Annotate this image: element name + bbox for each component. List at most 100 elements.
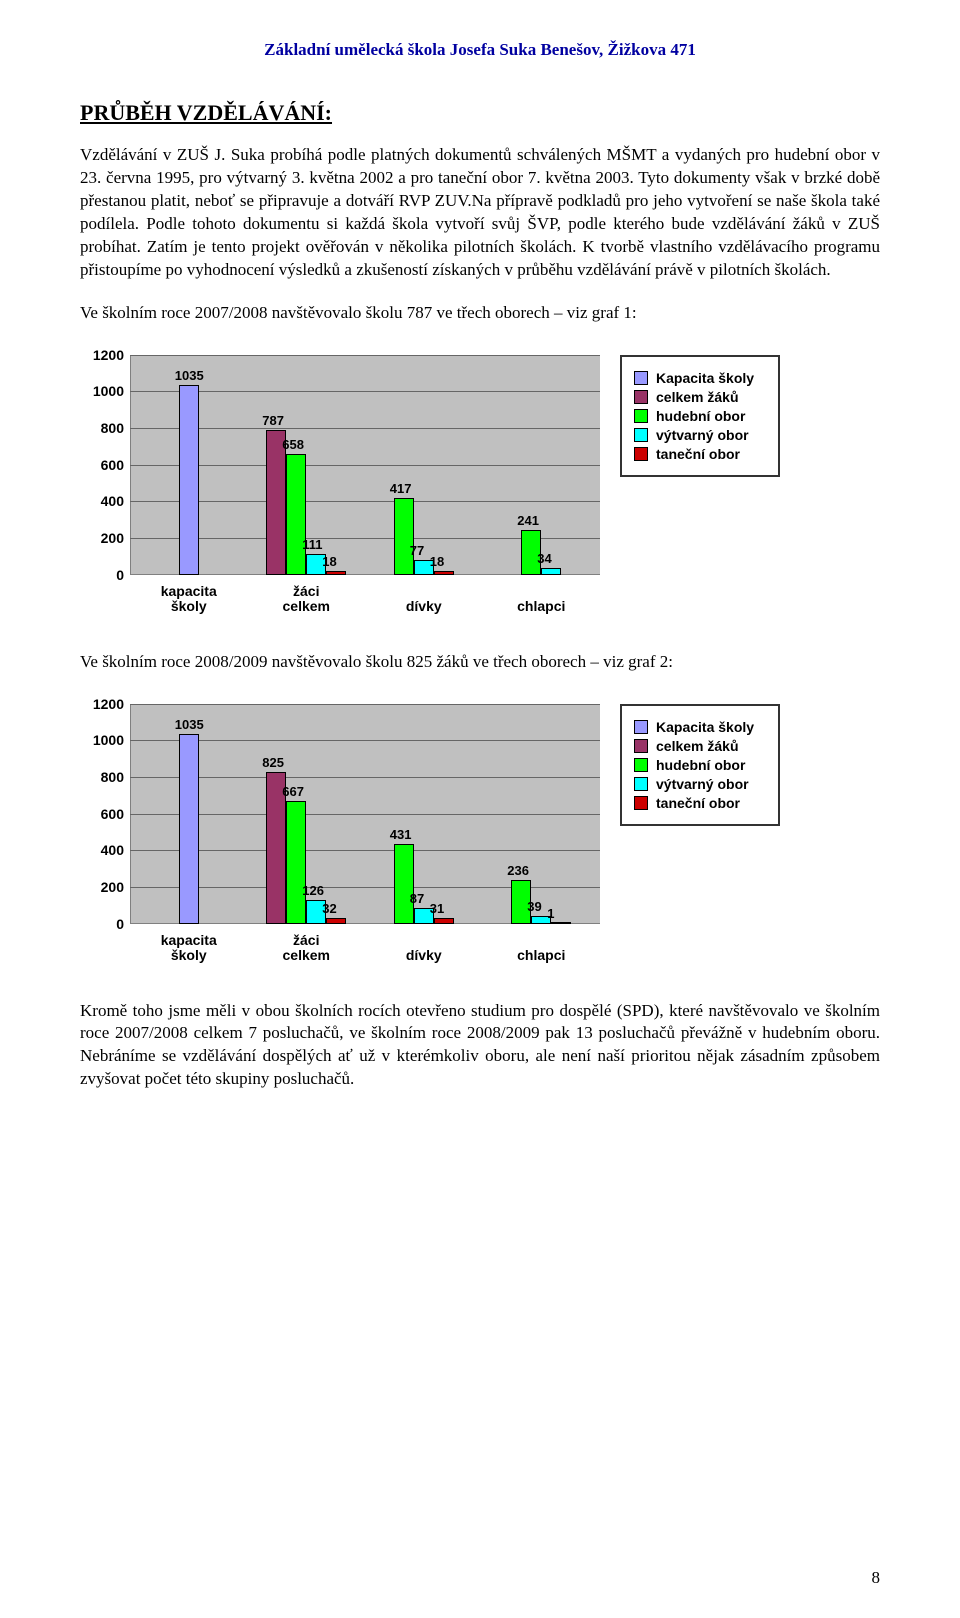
chart-data-label: 32 — [322, 901, 336, 916]
chart-gridline — [130, 814, 600, 815]
legend-row: Kapacita školy — [634, 719, 766, 735]
chart-data-label: 111 — [302, 537, 322, 552]
chart-data-label: 236 — [507, 863, 529, 878]
chart-1: 020040060080010001200kapacitaškoly1035žá… — [80, 355, 600, 615]
chart-category-label: dívky — [369, 948, 479, 963]
chart-1-legend: Kapacita školy celkem žáků hudební obor výt… — [620, 355, 780, 477]
chart-2-wrap: 020040060080010001200kapacitaškoly1035žá… — [80, 704, 880, 964]
chart-bar — [551, 922, 571, 924]
chart-data-label: 1035 — [175, 368, 204, 383]
chart-bar — [326, 918, 346, 924]
chart-data-label: 18 — [322, 554, 336, 569]
legend-swatch — [634, 739, 648, 753]
chart-category-label: dívky — [369, 599, 479, 614]
paragraph-1: Vzdělávání v ZUŠ J. Suka probíhá podle p… — [80, 144, 880, 282]
page-header: Základní umělecká škola Josefa Suka Bene… — [80, 40, 880, 60]
legend-swatch — [634, 720, 648, 734]
chart-bar — [434, 571, 454, 574]
chart-bar — [179, 734, 199, 924]
legend-label: výtvarný obor — [656, 427, 749, 443]
chart-2-legend: Kapacita školy celkem žáků hudební obor výt… — [620, 704, 780, 826]
chart-gridline — [130, 428, 600, 429]
chart-gridline — [130, 850, 600, 851]
legend-row: taneční obor — [634, 795, 766, 811]
legend-swatch — [634, 758, 648, 772]
chart-data-label: 34 — [537, 551, 551, 566]
chart-category-label: žácicelkem — [251, 584, 361, 615]
chart-data-label: 658 — [282, 437, 304, 452]
chart-ytick-label: 1000 — [80, 383, 124, 399]
chart-data-label: 667 — [282, 784, 304, 799]
legend-swatch — [634, 390, 648, 404]
chart-category-label: kapacitaškoly — [134, 933, 244, 964]
legend-label: výtvarný obor — [656, 776, 749, 792]
legend-swatch — [634, 409, 648, 423]
chart-data-label: 87 — [410, 891, 424, 906]
chart-gridline — [130, 501, 600, 502]
paragraph-footer: Kromě toho jsme měli v obou školních roc… — [80, 1000, 880, 1092]
legend-row: Kapacita školy — [634, 370, 766, 386]
chart-data-label: 1 — [547, 906, 554, 921]
legend-label: taneční obor — [656, 446, 740, 462]
legend-row: výtvarný obor — [634, 427, 766, 443]
chart-bar — [179, 385, 199, 575]
chart-ytick-label: 200 — [80, 879, 124, 895]
chart-gridline — [130, 704, 600, 705]
legend-label: hudební obor — [656, 408, 745, 424]
chart2-lead: Ve školním roce 2008/2009 navštěvovalo š… — [80, 651, 880, 674]
legend-swatch — [634, 777, 648, 791]
legend-label: Kapacita školy — [656, 370, 754, 386]
legend-swatch — [634, 428, 648, 442]
legend-row: celkem žáků — [634, 389, 766, 405]
chart-data-label: 1035 — [175, 717, 204, 732]
chart-data-label: 77 — [410, 543, 424, 558]
chart-ytick-label: 1200 — [80, 696, 124, 712]
chart-ytick-label: 400 — [80, 493, 124, 509]
chart-data-label: 241 — [517, 513, 539, 528]
legend-row: výtvarný obor — [634, 776, 766, 792]
chart-ytick-label: 0 — [80, 567, 124, 583]
legend-row: hudební obor — [634, 408, 766, 424]
chart-ytick-label: 400 — [80, 842, 124, 858]
chart-bar — [394, 844, 414, 923]
chart-ytick-label: 1000 — [80, 732, 124, 748]
chart-data-label: 417 — [390, 481, 412, 496]
legend-swatch — [634, 447, 648, 461]
page-number: 8 — [872, 1568, 881, 1588]
legend-swatch — [634, 796, 648, 810]
chart-data-label: 31 — [430, 901, 444, 916]
chart-ytick-label: 200 — [80, 530, 124, 546]
chart-data-label: 825 — [262, 755, 284, 770]
chart-ytick-label: 600 — [80, 806, 124, 822]
chart-data-label: 39 — [527, 899, 541, 914]
chart-gridline — [130, 777, 600, 778]
legend-row: celkem žáků — [634, 738, 766, 754]
page: Základní umělecká škola Josefa Suka Bene… — [0, 0, 960, 1618]
chart-ytick-label: 600 — [80, 457, 124, 473]
chart-category-label: žácicelkem — [251, 933, 361, 964]
legend-row: hudební obor — [634, 757, 766, 773]
legend-label: taneční obor — [656, 795, 740, 811]
legend-label: Kapacita školy — [656, 719, 754, 735]
section-title: PRŮBĚH VZDĚLÁVÁNÍ: — [80, 100, 880, 126]
chart-bar — [326, 571, 346, 574]
chart-gridline — [130, 355, 600, 356]
chart-data-label: 126 — [302, 883, 324, 898]
chart-bar — [286, 801, 306, 923]
chart-category-label: chlapci — [486, 599, 596, 614]
chart-gridline — [130, 465, 600, 466]
chart-bar — [434, 918, 454, 924]
chart-ytick-label: 1200 — [80, 347, 124, 363]
chart-data-label: 431 — [390, 827, 412, 842]
chart-1-wrap: 020040060080010001200kapacitaškoly1035žá… — [80, 355, 880, 615]
chart-data-label: 787 — [262, 413, 284, 428]
legend-label: celkem žáků — [656, 738, 739, 754]
chart-bar — [541, 568, 561, 574]
chart-2: 020040060080010001200kapacitaškoly1035žá… — [80, 704, 600, 964]
legend-row: taneční obor — [634, 446, 766, 462]
legend-swatch — [634, 371, 648, 385]
chart-data-label: 18 — [430, 554, 444, 569]
chart-bar — [286, 454, 306, 575]
chart-bar — [394, 498, 414, 574]
chart-ytick-label: 800 — [80, 769, 124, 785]
